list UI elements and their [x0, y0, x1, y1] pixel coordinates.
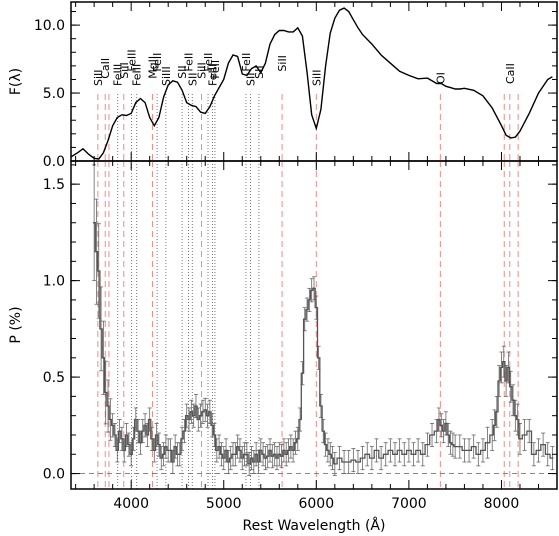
line-label-10: SII [176, 65, 189, 78]
y-tick-label: 0.0 [43, 154, 65, 170]
line-label-1: CaII [99, 58, 112, 79]
y-tick-label: 1.5 [43, 177, 65, 193]
line-label-9: SiIII [160, 66, 173, 86]
flux-y-axis-label: F(λ) [8, 68, 24, 95]
line-label-6: FeIII [131, 64, 144, 86]
line-label-16: FeII [209, 60, 222, 79]
x-tick-label: 4000 [113, 496, 149, 512]
line-label-22: OI [434, 72, 447, 84]
y-tick-label: 10.0 [34, 18, 65, 34]
x-axis-label: Rest Wavelength (Å) [243, 517, 386, 534]
line-label-12: SII [186, 73, 199, 86]
polarization-panel: 0.0 0.5 1.0 1.5 4000 5000 6000 7000 8000 [43, 160, 558, 512]
line-label-20: SiII [276, 55, 289, 72]
y-tick-label: 5.0 [43, 86, 65, 102]
x-tick-label: 8000 [484, 496, 520, 512]
panel-frame [70, 160, 558, 490]
line-label-13: SiII [196, 62, 209, 79]
line-label-0: SiII [92, 69, 105, 86]
line-label-17: FeII [240, 53, 253, 72]
line-label-21: SiII [310, 69, 323, 86]
flux-spectrum-line [70, 7, 553, 160]
x-tick-label: 6000 [298, 496, 334, 512]
line-label-18: SII [245, 73, 258, 86]
line-label-19: SII [253, 65, 266, 78]
line-label-5: FeIII [126, 49, 139, 71]
line-label-11: FeII [183, 53, 196, 72]
x-tick-label: 5000 [206, 496, 242, 512]
line-label-7: MgII [146, 56, 159, 79]
line-label-8: FeII [151, 53, 164, 72]
polarization-y-axis-label: P (%) [8, 306, 24, 343]
polarization-step-line [93, 222, 554, 465]
line-label-3: FeIII [112, 64, 125, 86]
y-tick-label: 0.0 [43, 467, 65, 483]
y-tick-label: 0.5 [43, 370, 65, 386]
line-label-14: FeII [202, 53, 215, 72]
line-label-15: FeIII [207, 64, 220, 86]
line-label-24: CaII [504, 63, 517, 84]
y-tick-label: 1.0 [43, 274, 65, 290]
x-tick-label: 7000 [391, 496, 427, 512]
line-label-4: SiII [118, 62, 131, 79]
